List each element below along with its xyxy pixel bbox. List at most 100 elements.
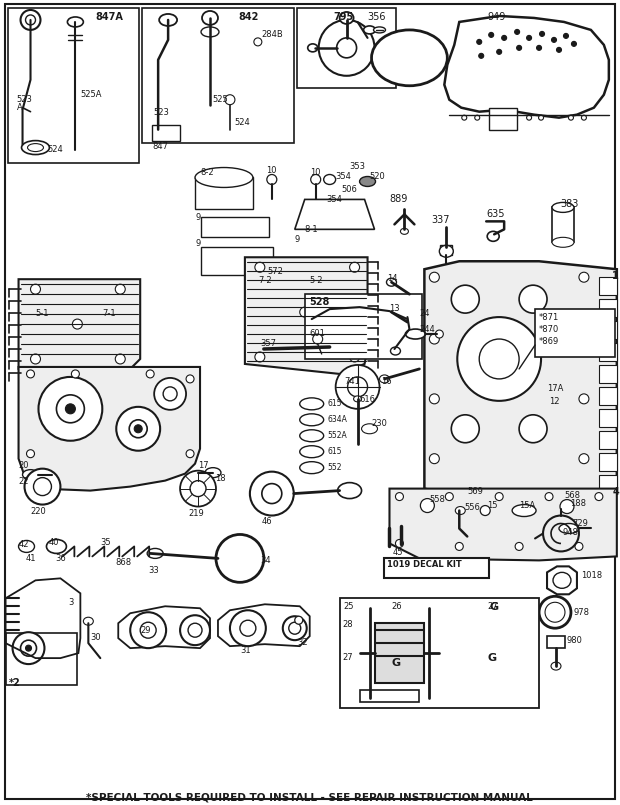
Ellipse shape xyxy=(559,523,579,534)
Text: 12: 12 xyxy=(549,397,559,406)
Circle shape xyxy=(294,617,303,624)
Circle shape xyxy=(146,370,154,378)
Text: 20: 20 xyxy=(19,460,29,469)
Text: 244: 244 xyxy=(419,325,435,334)
Circle shape xyxy=(129,419,147,438)
Bar xyxy=(297,8,396,88)
Circle shape xyxy=(230,610,266,646)
Circle shape xyxy=(557,47,562,52)
Polygon shape xyxy=(389,489,617,560)
Circle shape xyxy=(579,272,589,283)
Circle shape xyxy=(519,285,547,313)
Circle shape xyxy=(519,415,547,443)
Bar xyxy=(547,636,565,648)
Ellipse shape xyxy=(551,662,561,670)
Ellipse shape xyxy=(83,617,94,625)
Circle shape xyxy=(33,477,51,496)
Text: 558: 558 xyxy=(430,494,445,504)
Ellipse shape xyxy=(552,202,574,213)
Text: *869: *869 xyxy=(539,337,559,346)
Bar xyxy=(340,598,539,708)
Text: 34: 34 xyxy=(260,556,270,565)
Text: 552A: 552A xyxy=(327,431,347,440)
Ellipse shape xyxy=(386,308,396,316)
Text: 634A: 634A xyxy=(327,415,348,423)
Text: 28: 28 xyxy=(343,620,353,630)
Ellipse shape xyxy=(360,176,376,187)
Circle shape xyxy=(65,404,76,414)
Ellipse shape xyxy=(46,539,66,553)
Circle shape xyxy=(267,175,277,184)
Text: 948: 948 xyxy=(563,529,579,538)
Text: 354: 354 xyxy=(327,196,342,204)
Bar xyxy=(384,559,489,578)
Circle shape xyxy=(337,38,356,58)
Text: 30: 30 xyxy=(91,634,101,642)
Circle shape xyxy=(435,330,443,338)
Circle shape xyxy=(445,493,453,501)
Text: 8-2: 8-2 xyxy=(200,167,214,176)
Ellipse shape xyxy=(361,423,378,434)
Circle shape xyxy=(430,272,440,283)
Text: G: G xyxy=(489,602,498,613)
Circle shape xyxy=(497,49,502,55)
Text: 569: 569 xyxy=(467,486,483,496)
Text: 40: 40 xyxy=(48,539,59,547)
Ellipse shape xyxy=(386,279,396,287)
Text: 949: 949 xyxy=(487,12,505,22)
Text: 572: 572 xyxy=(268,267,284,276)
Circle shape xyxy=(430,394,440,404)
Circle shape xyxy=(560,500,574,514)
Text: 889: 889 xyxy=(389,195,408,204)
Text: 9: 9 xyxy=(195,239,200,248)
Bar xyxy=(7,8,140,163)
Circle shape xyxy=(575,543,583,551)
Text: 15: 15 xyxy=(487,501,498,510)
Circle shape xyxy=(451,415,479,443)
Text: 523: 523 xyxy=(17,95,32,104)
Text: 27: 27 xyxy=(343,653,353,663)
Text: 1018: 1018 xyxy=(581,572,602,580)
Circle shape xyxy=(462,115,467,120)
Circle shape xyxy=(545,602,565,622)
Text: 601: 601 xyxy=(310,329,326,338)
Ellipse shape xyxy=(299,414,324,426)
Text: 41: 41 xyxy=(25,555,36,564)
Text: 523: 523 xyxy=(153,108,169,117)
Circle shape xyxy=(475,115,480,120)
Text: G: G xyxy=(487,653,497,663)
Circle shape xyxy=(319,20,374,76)
Ellipse shape xyxy=(22,141,50,155)
Circle shape xyxy=(451,285,479,313)
Circle shape xyxy=(539,31,544,36)
Bar xyxy=(599,277,617,295)
Circle shape xyxy=(12,632,45,664)
Circle shape xyxy=(27,450,35,458)
Circle shape xyxy=(216,535,264,582)
Circle shape xyxy=(38,377,102,440)
Text: 5-2: 5-2 xyxy=(310,276,323,285)
Ellipse shape xyxy=(363,26,376,34)
Text: 15A: 15A xyxy=(519,501,535,510)
Circle shape xyxy=(516,45,521,51)
Circle shape xyxy=(579,334,589,344)
Circle shape xyxy=(420,498,435,513)
Text: 14: 14 xyxy=(388,275,398,283)
Circle shape xyxy=(502,35,507,40)
Polygon shape xyxy=(424,262,617,498)
Text: 45: 45 xyxy=(392,548,403,557)
Ellipse shape xyxy=(455,506,465,514)
Text: 8-1: 8-1 xyxy=(304,225,318,234)
Text: 22: 22 xyxy=(19,477,29,485)
Bar xyxy=(142,8,294,142)
Ellipse shape xyxy=(440,246,453,258)
Bar xyxy=(599,365,617,383)
Circle shape xyxy=(25,469,60,505)
Text: 16: 16 xyxy=(381,377,392,386)
Text: 524: 524 xyxy=(48,145,63,154)
Text: 42: 42 xyxy=(19,540,29,550)
Text: 525: 525 xyxy=(212,95,228,104)
Ellipse shape xyxy=(391,347,401,355)
Ellipse shape xyxy=(202,11,218,25)
Circle shape xyxy=(115,354,125,364)
